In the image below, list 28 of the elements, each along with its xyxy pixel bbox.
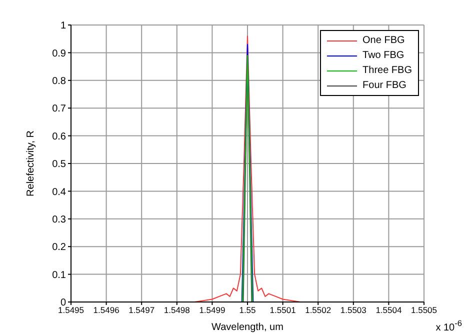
x-tick-label: 1.5498 [164, 305, 190, 316]
legend-label: Two FBG [362, 50, 404, 61]
x-tick-label: 1.5499 [199, 305, 226, 316]
x-tick-label: 1.5497 [128, 305, 155, 316]
y-tick-label: 0.2 [52, 242, 66, 254]
x-tick-label: 1.5505 [411, 305, 438, 316]
y-tick-label: 0.4 [52, 186, 66, 198]
legend-label: Three FBG [362, 65, 412, 76]
legend-label: Four FBG [362, 80, 406, 91]
y-tick-label: 1 [60, 20, 66, 32]
x-tick-label: 1.5501 [270, 305, 296, 316]
x-tick-label: 1.5495 [58, 305, 84, 316]
x-tick-label: 1.5504 [376, 305, 402, 316]
x-tick-label: 1.55 [239, 305, 256, 316]
x-tick-label: 1.5502 [305, 305, 332, 316]
y-tick-label: 0.3 [52, 214, 66, 226]
x-axis-title: Wavelength, um [212, 322, 284, 333]
y-tick-label: 0.1 [52, 270, 66, 281]
y-axis-title: Relefectivity, R [26, 130, 37, 196]
y-tick-label: 0.6 [52, 131, 66, 142]
y-tick-label: 0.5 [52, 159, 66, 170]
text: x 10$^{-6}$ [436, 318, 462, 333]
y-tick-label: 0.8 [52, 76, 66, 87]
x-tick-label: 1.5503 [340, 305, 367, 316]
y-tick-label: 0.9 [52, 48, 66, 60]
x-tick-label: 1.5496 [93, 305, 120, 316]
y-tick-label: 0.7 [52, 104, 66, 115]
legend-label: One FBG [362, 35, 405, 46]
